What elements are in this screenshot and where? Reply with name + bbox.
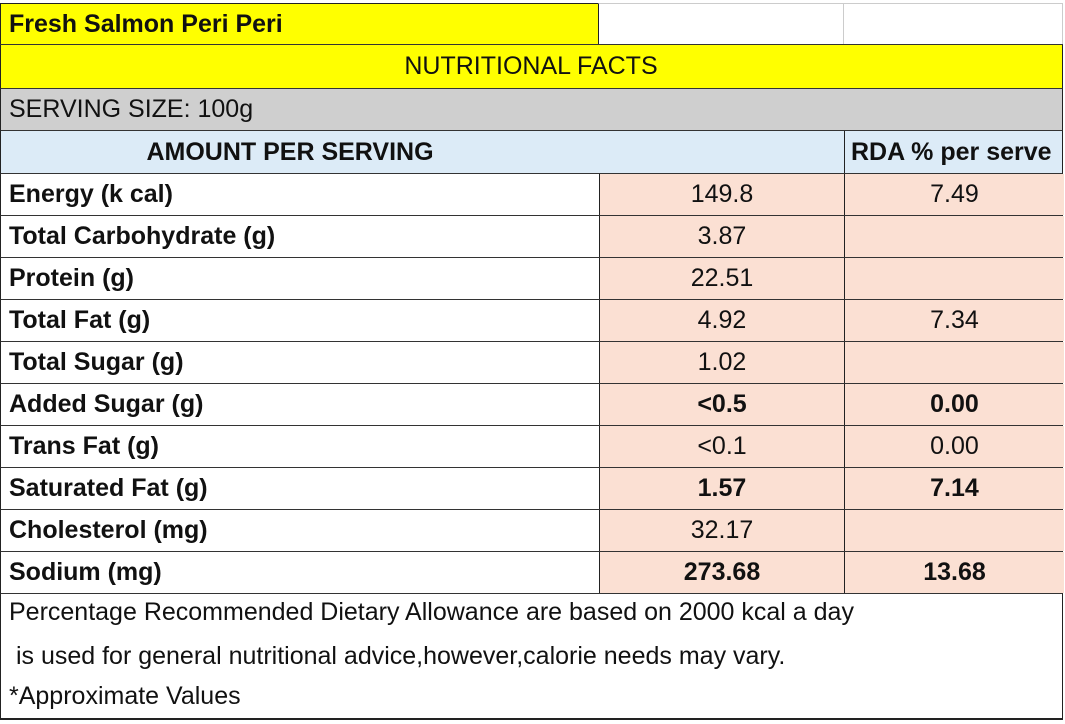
nutrient-rda: 7.14 [844, 468, 1064, 509]
nutrient-amount: 273.68 [599, 552, 844, 593]
nutrient-amount: 32.17 [599, 510, 844, 551]
serving-size-row: SERVING SIZE: 100g [0, 89, 1063, 131]
empty-cell [598, 3, 843, 44]
table-row: Saturated Fat (g) 1.57 7.14 [0, 468, 1064, 510]
nutrient-name: Added Sugar (g) [9, 390, 204, 418]
table-row: Sodium (mg) 273.68 13.68 [0, 552, 1064, 594]
table-row: Total Carbohydrate (g) 3.87 [0, 216, 1064, 258]
nutrient-rda: 13.68 [844, 552, 1064, 593]
nutrient-name: Saturated Fat (g) [9, 474, 208, 502]
footnote: Percentage Recommended Dietary Allowance… [0, 594, 1063, 720]
nutrient-amount: 3.87 [599, 216, 844, 257]
footnote-line-2: is used for general nutritional advice,h… [9, 642, 786, 670]
nutrient-rda [844, 258, 1064, 299]
nutrient-name: Trans Fat (g) [9, 432, 160, 460]
nutrient-amount: <0.1 [599, 426, 844, 467]
nutrient-rda [844, 510, 1064, 551]
table-row: Total Fat (g) 4.92 7.34 [0, 300, 1064, 342]
table-row: Total Sugar (g) 1.02 [0, 342, 1064, 384]
product-title: Fresh Salmon Peri Peri [9, 9, 283, 38]
nutrient-rda [844, 342, 1064, 383]
footnote-line-3: *Approximate Values [9, 682, 241, 710]
table-row: Added Sugar (g) <0.5 0.00 [0, 384, 1064, 426]
nutrient-name: Cholesterol (mg) [9, 516, 208, 544]
footnote-line-1: Percentage Recommended Dietary Allowance… [9, 598, 854, 626]
nutrient-name: Protein (g) [9, 264, 134, 292]
nutrient-rda: 0.00 [844, 426, 1064, 467]
amount-header-cell: AMOUNT PER SERVING [1, 131, 844, 173]
serving-size: SERVING SIZE: 100g [9, 95, 254, 123]
nutrient-amount: 22.51 [599, 258, 844, 299]
rda-header: RDA % per serve [851, 137, 1052, 166]
nutrient-amount: 4.92 [599, 300, 844, 341]
table-row: Trans Fat (g) <0.1 0.00 [0, 426, 1064, 468]
empty-cell [843, 3, 1063, 44]
nutrient-name: Total Carbohydrate (g) [9, 222, 276, 250]
section-title-cell: NUTRITIONAL FACTS [1, 45, 1061, 88]
section-title: NUTRITIONAL FACTS [404, 52, 658, 80]
nutrient-amount: 1.02 [599, 342, 844, 383]
rda-header-cell: RDA % per serve [844, 131, 1064, 173]
table-row: Energy (k cal) 149.8 7.49 [0, 174, 1064, 216]
nutrient-rda [844, 216, 1064, 257]
section-title-row: NUTRITIONAL FACTS [0, 45, 1063, 89]
nutrient-name: Total Sugar (g) [9, 348, 184, 376]
nutrient-rda: 7.49 [844, 174, 1064, 215]
title-row: Fresh Salmon Peri Peri [0, 3, 1063, 45]
serving-size-cell: SERVING SIZE: 100g [1, 89, 1061, 130]
header-row: AMOUNT PER SERVING RDA % per serve [0, 131, 1063, 174]
product-title-cell: Fresh Salmon Peri Peri [0, 3, 598, 44]
nutrient-name: Energy (k cal) [9, 180, 173, 208]
nutrient-amount: <0.5 [599, 384, 844, 425]
table-row: Protein (g) 22.51 [0, 258, 1064, 300]
nutrient-name: Sodium (mg) [9, 558, 162, 586]
nutrient-rda: 0.00 [844, 384, 1064, 425]
nutrient-amount: 149.8 [599, 174, 844, 215]
amount-header: AMOUNT PER SERVING [146, 137, 434, 166]
nutrient-amount: 1.57 [599, 468, 844, 509]
nutrient-name: Total Fat (g) [9, 306, 151, 334]
table-row: Cholesterol (mg) 32.17 [0, 510, 1064, 552]
nutrient-rda: 7.34 [844, 300, 1064, 341]
